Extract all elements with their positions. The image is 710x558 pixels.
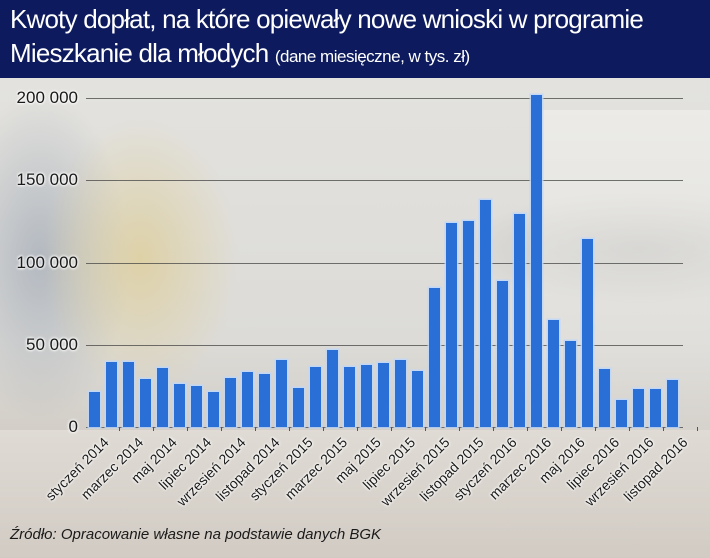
bar bbox=[429, 287, 440, 427]
bar bbox=[89, 392, 100, 427]
x-axis-tick bbox=[561, 427, 562, 431]
bar bbox=[378, 362, 389, 427]
bar bbox=[106, 362, 117, 427]
x-axis-tick bbox=[425, 427, 426, 431]
chart-title-line2: Mieszkanie dla młodych (dane miesięczne,… bbox=[10, 38, 470, 69]
bar bbox=[242, 371, 253, 427]
x-axis-tick bbox=[323, 427, 324, 431]
bar bbox=[446, 223, 457, 427]
x-axis-tick bbox=[663, 427, 664, 431]
bar bbox=[174, 384, 185, 427]
bar bbox=[514, 213, 525, 427]
bar bbox=[123, 362, 134, 427]
bar bbox=[259, 374, 270, 427]
x-axis-tick bbox=[595, 427, 596, 431]
bar bbox=[293, 387, 304, 427]
x-axis-tick bbox=[493, 427, 494, 431]
x-axis-tick bbox=[357, 427, 358, 431]
x-axis-tick bbox=[289, 427, 290, 431]
background-floor bbox=[0, 430, 710, 558]
bar bbox=[565, 341, 576, 427]
gridline bbox=[86, 262, 683, 264]
chart-header: Kwoty dopłat, na które opiewały nowe wni… bbox=[0, 0, 710, 78]
x-axis-tick bbox=[255, 427, 256, 431]
bar bbox=[310, 366, 321, 427]
bar bbox=[667, 380, 678, 427]
x-axis-tick bbox=[391, 427, 392, 431]
bar bbox=[327, 349, 338, 427]
x-axis-tick bbox=[187, 427, 188, 431]
bar bbox=[548, 320, 559, 427]
bar bbox=[344, 366, 355, 427]
bar bbox=[140, 379, 151, 427]
gridline bbox=[86, 344, 683, 346]
gridline bbox=[86, 98, 683, 99]
bar bbox=[276, 359, 287, 427]
y-axis-tick-label: 150 000 bbox=[16, 170, 78, 190]
bar bbox=[361, 365, 372, 427]
bar bbox=[157, 367, 168, 427]
bar bbox=[480, 199, 491, 427]
bar bbox=[582, 239, 593, 427]
source-note: Źródło: Opracowanie własne na podstawie … bbox=[10, 526, 382, 543]
y-axis-tick-label: 200 000 bbox=[16, 88, 78, 107]
gridline bbox=[86, 180, 683, 182]
bar bbox=[463, 221, 474, 427]
bar bbox=[650, 389, 661, 427]
bar bbox=[395, 359, 406, 427]
bar bbox=[599, 369, 610, 427]
chart-title-line1: Kwoty dopłat, na które opiewały nowe wni… bbox=[10, 4, 644, 34]
bar bbox=[616, 399, 627, 427]
x-axis-tick bbox=[221, 427, 222, 431]
chart-subtitle: (dane miesięczne, w tys. zł) bbox=[274, 47, 470, 66]
bar bbox=[531, 94, 542, 427]
x-axis-tick bbox=[629, 427, 630, 431]
x-axis-tick bbox=[459, 427, 460, 431]
x-axis-tick bbox=[527, 427, 528, 431]
bar bbox=[208, 392, 219, 427]
bar bbox=[191, 385, 202, 427]
y-axis-tick-label: 50 000 bbox=[26, 334, 78, 354]
bar bbox=[633, 389, 644, 427]
x-axis-tick bbox=[119, 427, 120, 431]
bar bbox=[412, 371, 423, 427]
y-axis-tick-label: 100 000 bbox=[16, 252, 78, 272]
x-axis-tick bbox=[153, 427, 154, 431]
x-axis-line bbox=[86, 427, 683, 428]
chart-title-program: Mieszkanie dla młodych bbox=[10, 38, 269, 68]
y-axis-tick-label: 0 bbox=[68, 417, 78, 436]
bar bbox=[225, 377, 236, 427]
bar bbox=[497, 280, 508, 427]
x-axis-tick bbox=[697, 427, 698, 431]
